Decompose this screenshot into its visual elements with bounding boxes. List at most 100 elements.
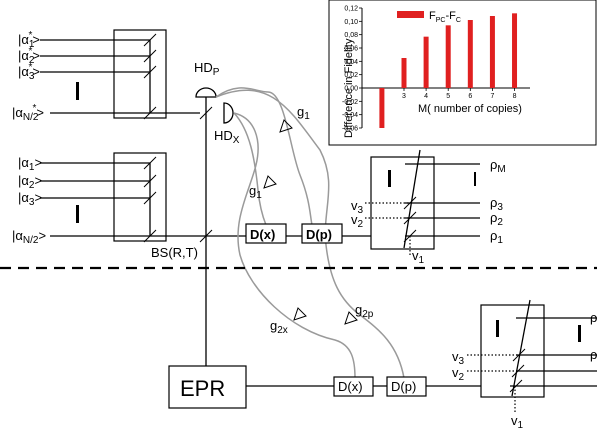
conj-ellipsis-dots — [76, 82, 79, 100]
chart-xtick-label: 7 — [490, 93, 494, 100]
v2-label: v2 — [351, 212, 364, 230]
hdx-label: HDX — [214, 128, 240, 146]
chart-ytick-label: 0,12 — [344, 6, 358, 13]
chart-bar — [401, 58, 407, 88]
mid-bs — [199, 106, 213, 120]
signal-path-p-top — [215, 87, 313, 226]
conj-bs-1 — [143, 33, 157, 47]
measurement-section: HDP HDX BS(R,T) — [151, 60, 240, 368]
gain-g2p — [344, 311, 358, 325]
epr-label: EPR — [180, 376, 225, 401]
dp-top-box — [301, 223, 343, 244]
dx-bottom-label: D(x) — [338, 379, 363, 394]
hdx-detector — [223, 102, 234, 124]
top-out-bs-1 — [403, 229, 417, 243]
top-out-bs-2 — [403, 211, 417, 225]
chart-ytick-label: 0,02 — [344, 72, 358, 79]
conj-input-label-2: |α2*> — [18, 46, 40, 66]
gain-g1-lower — [263, 175, 277, 189]
bottom-v2-label: v2 — [452, 365, 465, 383]
v1-label: v1 — [412, 248, 425, 266]
chart-ylabel: Difference in Fidelity — [343, 38, 355, 138]
top-output-splitter: ρM ρ3 ρ2 ρ1 v3 v2 v1 — [351, 149, 506, 266]
rho-2-label: ρ2 — [490, 210, 503, 228]
rho-1-label: ρ1 — [490, 228, 503, 246]
rho-3-label: ρ3 — [490, 195, 503, 213]
conjugate-splitter-box — [113, 29, 167, 119]
bottom-output-splitter: ρ ρ v3 v2 v1 — [452, 299, 597, 431]
conj-bs-3 — [143, 65, 157, 79]
bottom-section: EPR D(x) D(p) — [168, 365, 510, 409]
bottom-output-box — [480, 304, 545, 398]
bottom-out-bs-3 — [512, 348, 526, 362]
plain-bs-3 — [143, 191, 157, 205]
dp-bottom-box — [386, 376, 427, 397]
legend-label: FPC-FC — [429, 10, 461, 24]
bottom-rho-m-label: ρ — [590, 310, 597, 325]
hdp-label: HDP — [194, 60, 220, 78]
chart-bar — [467, 20, 473, 88]
plain-splitter-box — [113, 152, 167, 242]
chart-ytick-label: 0,00 — [344, 86, 358, 93]
bs-rt — [199, 229, 213, 243]
chart-bar — [423, 36, 429, 88]
chart-bars — [379, 13, 518, 128]
fidelity-inset-chart: Difference in Fidelity M( number of copi… — [328, 0, 597, 146]
chart-ytick-label: 0,10 — [344, 19, 358, 26]
plain-input-label-1: |α1> — [18, 155, 42, 173]
dx-top-box — [245, 223, 287, 244]
gain-g1-top — [279, 119, 293, 133]
bottom-v3-label: v3 — [452, 349, 465, 367]
bs-label: BS(R,T) — [151, 245, 198, 260]
chart-xtick-label: 3 — [402, 93, 406, 100]
bottom-splitter-diag — [511, 299, 531, 397]
chart-ytick-label: 0,08 — [344, 32, 358, 39]
chart-xtick-label: 6 — [468, 93, 472, 100]
conj-input-label-n: |αN/2*> — [12, 103, 44, 123]
bottom-out-bs-2 — [511, 364, 525, 378]
top-output-ellipsis-left — [388, 170, 391, 187]
chart-bar — [512, 13, 518, 88]
hdp-detector — [195, 87, 217, 98]
chart-axes: 0,12 0,10 0,08 0,06 0,04 0,02 0,00 -0,02 -0,04 -0… — [342, 6, 530, 133]
g1-top-label: g1 — [297, 104, 310, 122]
plain-input-group: |α1> |α2> |α3> |αN/2> — [12, 152, 412, 246]
top-displacement: D(x) D(p) — [245, 223, 343, 244]
signal-path-x-top — [233, 112, 267, 226]
bottom-output-ellipsis-left — [496, 320, 499, 337]
plain-bs-n — [143, 229, 157, 243]
plain-bs-2 — [143, 174, 157, 188]
chart-bar — [489, 16, 495, 88]
chart-xtick-label: 5 — [446, 93, 450, 100]
chart-ytick-label: -0,02 — [342, 99, 358, 106]
g2x-label: g2x — [270, 318, 288, 336]
bottom-v1-label: v1 — [511, 413, 524, 431]
legend-swatch — [397, 11, 424, 18]
chart-xlabel: M( number of copies) — [418, 103, 522, 115]
conj-input-label-3: |α3*> — [18, 62, 40, 82]
bottom-output-ellipsis-right — [578, 325, 581, 342]
chart-bar — [445, 25, 451, 88]
dx-bottom-box — [333, 376, 374, 397]
bottom-rho-3-label: ρ — [590, 347, 597, 362]
dp-top-label: D(p) — [306, 227, 332, 242]
top-output-ellipsis-right — [474, 172, 476, 186]
plain-input-label-2: |α2> — [18, 173, 42, 191]
chart-ytick-label: -0,06 — [342, 126, 358, 133]
dp-bottom-label: D(p) — [391, 379, 416, 394]
conjugate-input-group: |α1*> |α2*> |α3*> |αN/2*> — [12, 29, 200, 123]
plain-ellipsis-dots — [76, 205, 79, 223]
g1-lower-label: g1 — [249, 183, 262, 201]
conj-bs-n — [143, 106, 157, 120]
plain-input-label-3: |α3> — [18, 190, 42, 208]
chart-ytick-label: 0,04 — [344, 59, 358, 66]
conj-input-label-1: |α1*> — [18, 30, 40, 50]
plain-input-label-n: |αN/2> — [12, 228, 46, 246]
plain-bs-1 — [143, 156, 157, 170]
g2p-label: g2p — [355, 302, 374, 320]
chart-bar — [379, 88, 385, 128]
chart-frame — [328, 0, 597, 146]
top-out-bs-3 — [403, 196, 417, 210]
bottom-out-bs-1 — [509, 379, 523, 393]
